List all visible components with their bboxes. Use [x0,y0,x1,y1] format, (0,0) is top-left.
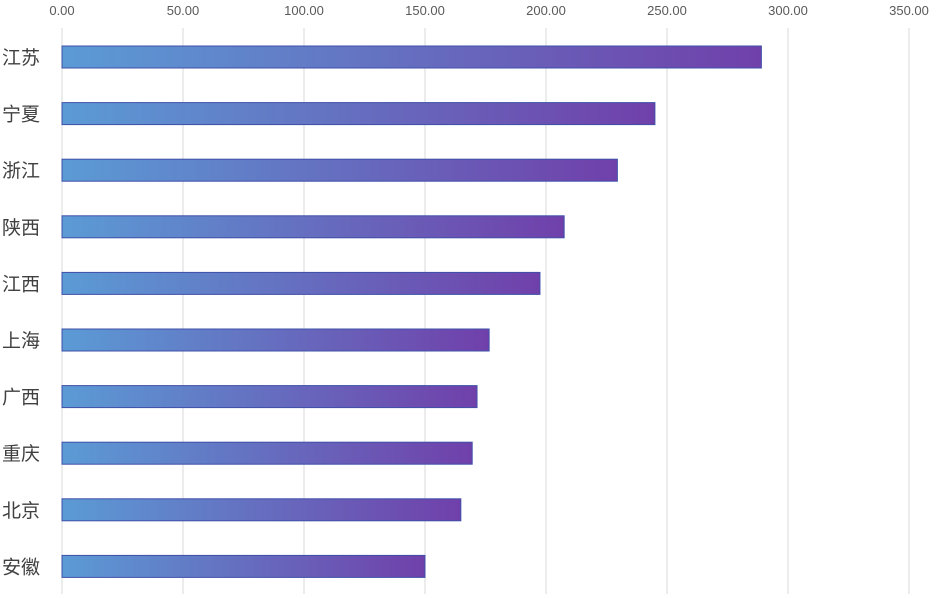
bar [61,441,473,465]
x-tick-label: 300.00 [768,3,808,18]
bar [61,385,478,409]
bar [61,554,426,578]
x-tick-label: 0.00 [49,3,74,18]
x-tick-label: 200.00 [526,3,566,18]
y-category-label: 宁夏 [2,104,40,126]
y-category-label: 上海 [2,330,40,352]
bar [61,45,762,69]
bar [61,498,462,522]
y-category-label: 江苏 [2,47,40,69]
bar [61,158,618,182]
y-category-label: 广西 [2,387,40,409]
bar [61,328,490,352]
x-tick-label: 50.00 [167,3,200,18]
x-tick-label: 350.00 [889,3,929,18]
y-category-label: 安徽 [2,556,40,578]
bar [61,215,565,239]
y-category-label: 江西 [2,273,40,295]
y-category-label: 北京 [2,500,40,522]
y-category-label: 陕西 [2,217,40,239]
x-tick-label: 100.00 [284,3,324,18]
bar [61,102,656,126]
x-axis-labels: 0.00 50.00 100.00 150.00 200.00 250.00 300.00 3… [49,3,929,18]
x-tick-label: 250.00 [647,3,687,18]
bar [61,271,541,295]
x-tick-label: 150.00 [405,3,445,18]
y-category-label: 浙江 [2,160,40,182]
y-category-label: 重庆 [2,443,40,465]
bars-layer [61,45,762,578]
